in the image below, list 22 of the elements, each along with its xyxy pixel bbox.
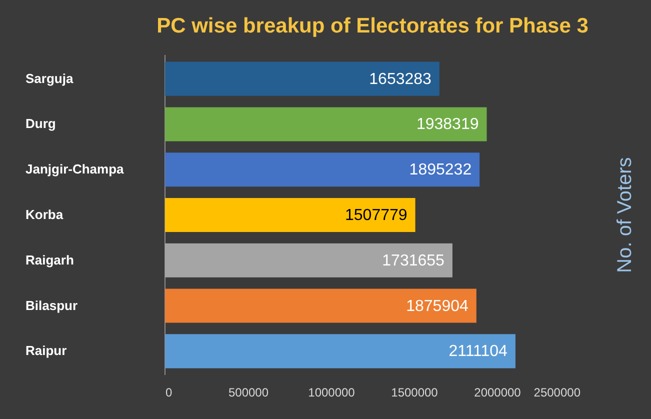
y-tick-label: Janjgir-Champa — [26, 162, 125, 177]
y-tick-label: Korba — [26, 207, 64, 222]
x-tick-label: 2000000 — [474, 386, 522, 400]
x-tick-label: 1000000 — [308, 386, 356, 400]
data-label: 1507779 — [344, 207, 408, 224]
x-tick-label: 0 — [166, 386, 172, 400]
y-tick-label: Raigarh — [26, 252, 74, 268]
y-axis-title: No. of Voters — [614, 157, 636, 273]
y-tick-label: Raipur — [26, 343, 67, 358]
data-label: 1653283 — [369, 70, 432, 88]
y-tick-label: Sarguja — [26, 70, 74, 86]
data-label: 1731655 — [382, 252, 445, 270]
x-tick-label: 500000 — [228, 386, 269, 400]
data-label: 1875904 — [406, 298, 468, 315]
y-tick-label: Durg — [26, 116, 56, 132]
data-label: 1895232 — [409, 162, 472, 179]
x-tick-label: 2500000 — [534, 386, 581, 400]
x-tick-label: 1500000 — [391, 386, 438, 400]
data-label: 2111104 — [448, 343, 508, 360]
y-tick-label: Bilaspur — [26, 298, 78, 313]
data-label: 1938319 — [416, 116, 479, 134]
chart-title: PC wise breakup of Electorates for Phase 3 — [156, 14, 588, 38]
